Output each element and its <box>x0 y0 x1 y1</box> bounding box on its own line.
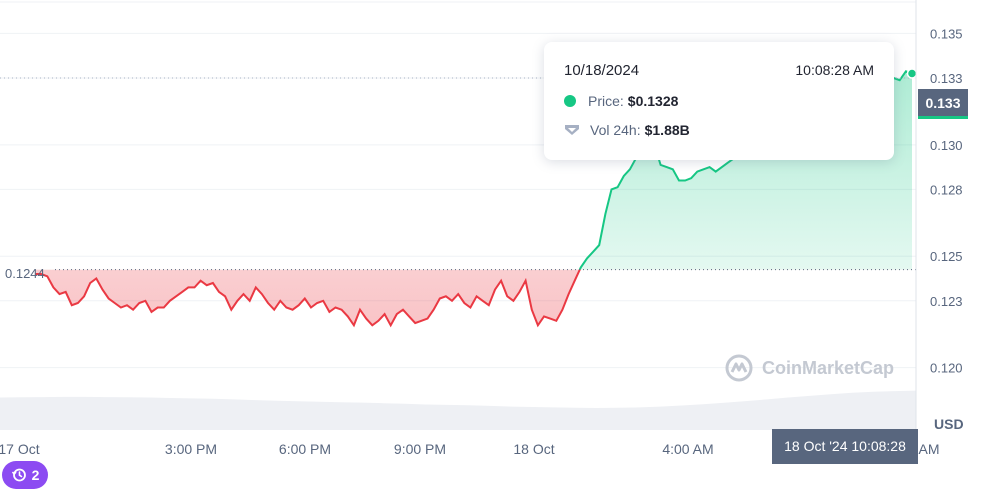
y-tick-label: 0.125 <box>930 249 963 264</box>
tooltip-price-value: $0.1328 <box>627 93 679 109</box>
reference-price-label: 0.1244 <box>5 266 45 281</box>
tooltip-volume-value: $1.88B <box>644 122 690 138</box>
watermark: CoinMarketCap <box>724 353 894 383</box>
y-tick-label: 0.135 <box>930 26 963 41</box>
tooltip-date: 10/18/2024 <box>564 62 640 79</box>
volume-area-shape <box>0 390 916 430</box>
x-tick-label: AM <box>919 441 940 457</box>
y-tick-label: 0.130 <box>930 138 963 153</box>
price-tooltip: 10/18/2024 10:08:28 AM Price: $0.1328 Vo… <box>544 42 894 160</box>
coinmarketcap-logo-icon <box>725 354 753 382</box>
history-clock-icon <box>11 468 26 482</box>
price-dot-icon <box>564 95 576 107</box>
tooltip-price-row: Price: $0.1328 <box>564 93 678 109</box>
x-tick-label: 18 Oct <box>513 441 554 457</box>
y-tick-label: 0.123 <box>930 294 963 309</box>
tooltip-volume-label: Vol 24h: <box>590 122 641 138</box>
x-tick-label: 6:00 PM <box>279 441 331 457</box>
history-badge[interactable]: 2 <box>2 461 48 489</box>
watermark-text: CoinMarketCap <box>762 357 895 378</box>
current-price-tag: 0.133 <box>918 89 968 119</box>
y-tick-label: 0.133 <box>930 71 963 86</box>
price-area-down <box>35 269 912 326</box>
x-tick-label: 3:00 PM <box>165 441 217 457</box>
tooltip-time: 10:08:28 AM <box>795 62 874 78</box>
x-tick-label: 17 Oct <box>0 441 40 457</box>
x-tick-label: 9:00 PM <box>394 441 446 457</box>
tooltip-volume-row: Vol 24h: $1.88B <box>564 122 690 138</box>
volume-area <box>0 390 916 430</box>
axes: 0.135 0.133 0.130 0.128 0.125 0.123 0.120 17 Oc… <box>0 0 963 457</box>
crosshair-time-tag: 18 Oct '24 10:08:28 <box>772 429 918 464</box>
tooltip-price-label: Price: <box>588 93 624 109</box>
volume-icon <box>565 125 579 135</box>
y-tick-label: 0.120 <box>930 361 963 376</box>
x-tick-label: 4:00 AM <box>662 441 713 457</box>
current-price-point <box>906 68 918 79</box>
currency-unit-label: USD <box>934 416 964 432</box>
price-line-down <box>35 269 581 328</box>
history-count: 2 <box>31 467 40 483</box>
y-tick-label: 0.128 <box>930 182 963 197</box>
